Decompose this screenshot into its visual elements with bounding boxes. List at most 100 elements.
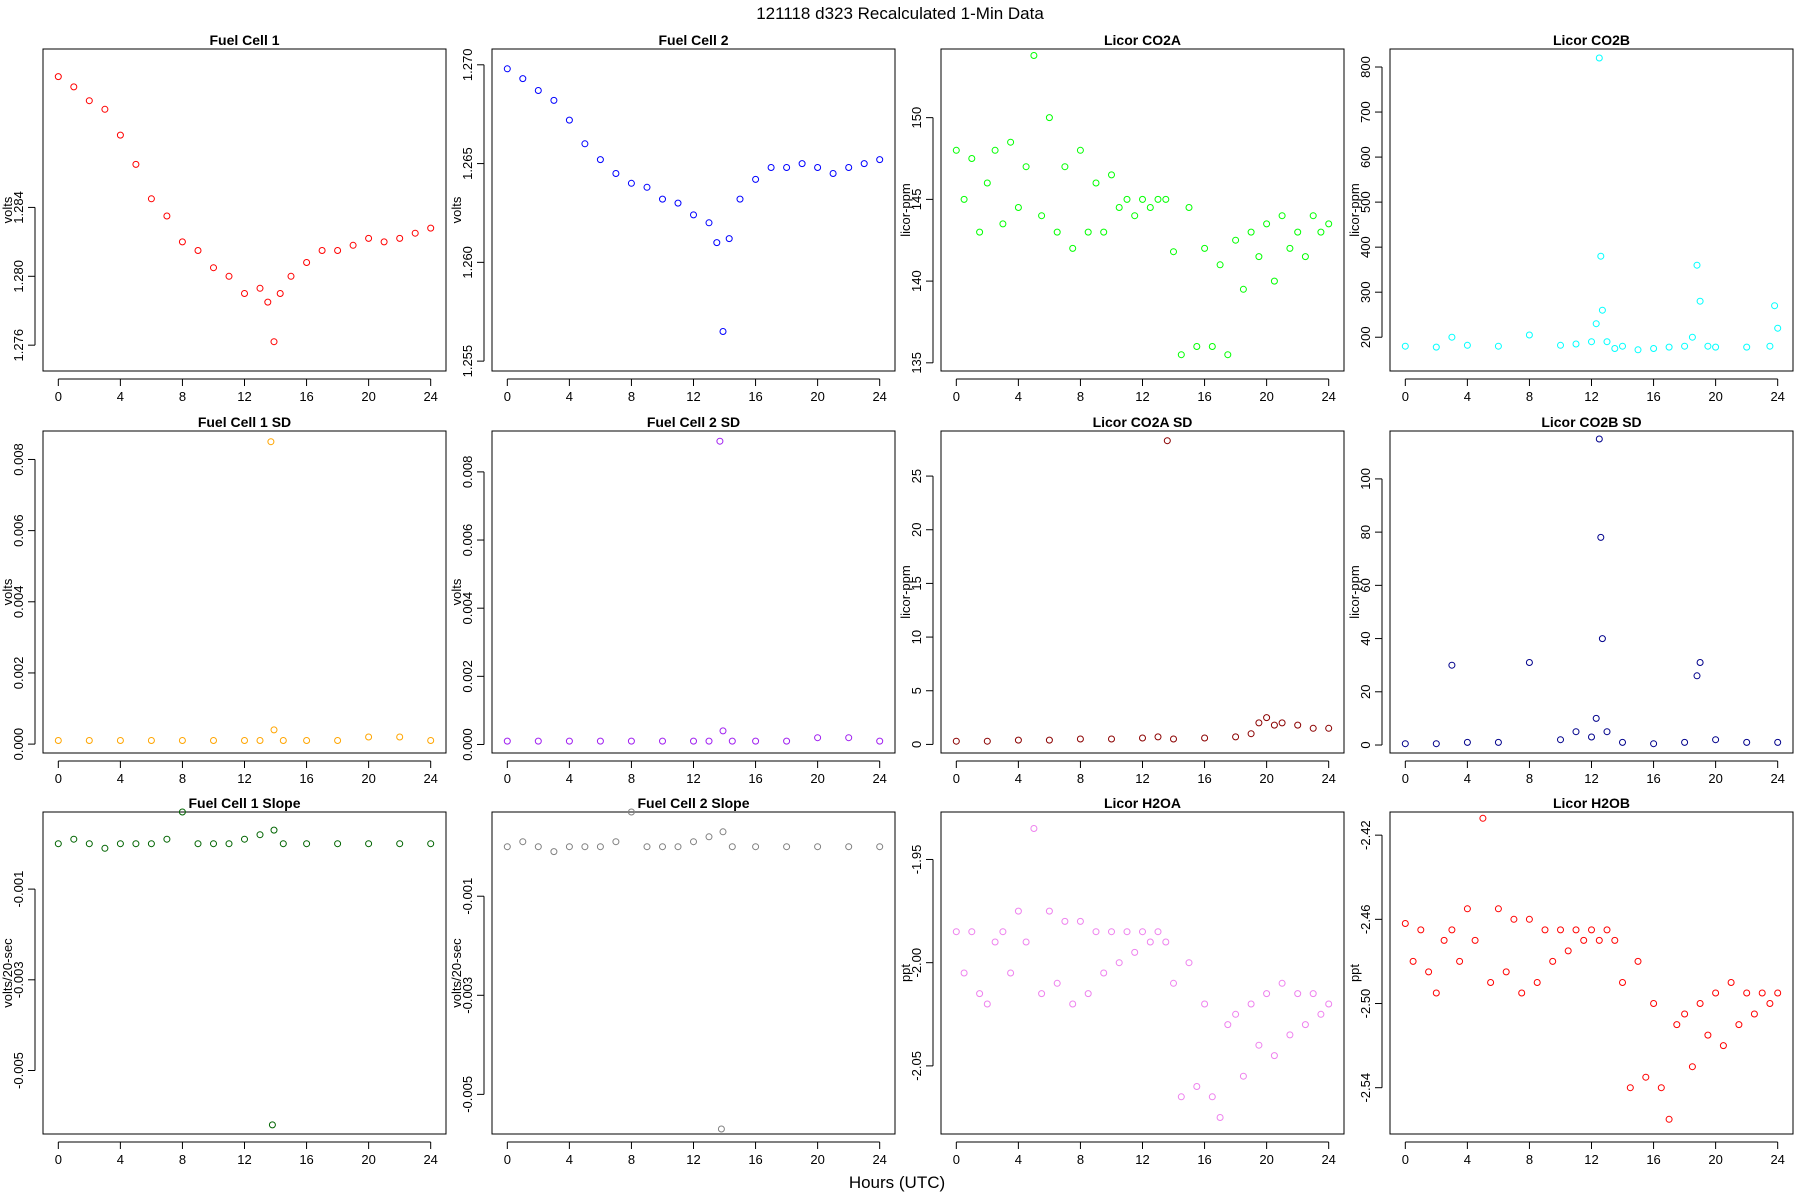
y-tick-label: 0.002: [460, 660, 475, 693]
data-point: [1092, 928, 1100, 936]
x-tick-label: 16: [299, 771, 313, 786]
plot-frame: [940, 430, 1345, 754]
data-point: [116, 737, 124, 744]
data-point: [534, 843, 542, 851]
data-point: [1045, 114, 1053, 122]
y-tick-label: 1.276: [11, 329, 26, 362]
data-point: [716, 437, 724, 445]
data-point: [503, 65, 511, 73]
data-point: [1309, 724, 1317, 732]
x-tick-label: 12: [1135, 1152, 1149, 1167]
data-point: [1588, 733, 1595, 741]
y-tick-label: 200: [1358, 326, 1373, 348]
data-point: [268, 1121, 276, 1129]
data-point: [147, 840, 155, 848]
data-point: [1696, 659, 1704, 666]
data-point: [717, 1125, 725, 1133]
data-point: [1557, 926, 1564, 934]
x-tick-label: 20: [1259, 389, 1273, 404]
data-point: [596, 843, 604, 851]
data-point: [719, 328, 727, 335]
y-tick-label: -0.001: [11, 871, 26, 908]
data-point: [719, 828, 727, 836]
x-tick-label: 16: [1197, 1152, 1211, 1167]
data-point: [1294, 990, 1302, 998]
y-tick-label: 0: [1358, 741, 1373, 748]
x-tick-label: 0: [55, 1152, 62, 1167]
data-point: [1014, 736, 1022, 744]
data-point: [132, 160, 140, 168]
y-tick-label: 140: [909, 270, 924, 292]
data-point: [1603, 338, 1611, 346]
data-point: [736, 195, 744, 203]
y-tick-label: 0.008: [460, 456, 475, 489]
data-point: [147, 195, 155, 203]
data-point: [960, 969, 968, 977]
data-point: [1611, 936, 1619, 944]
data-point: [1626, 1084, 1634, 1092]
x-tick-label: 16: [1646, 389, 1660, 404]
data-point: [565, 843, 573, 851]
data-point: [503, 737, 511, 745]
y-axis-label: volts/20-sec: [449, 938, 464, 1008]
y-axis-label: licor-ppm: [898, 565, 913, 618]
x-tick-label: 8: [628, 389, 635, 404]
data-point: [1456, 957, 1464, 965]
data-point: [503, 843, 511, 851]
y-tick-label: -2.54: [1358, 1073, 1373, 1103]
data-point: [1432, 740, 1440, 748]
y-tick-label: 0.004: [11, 586, 26, 619]
plot-frame: [491, 430, 896, 754]
x-tick-label: 0: [1402, 1152, 1409, 1167]
data-point: [1232, 1010, 1240, 1018]
panel-licor-co2b-sd: Licor CO2B SD 0 4 8 12 16 20 24 0 20 40 60 80 100 lico…: [1347, 414, 1794, 786]
panel-title: Licor CO2A: [1104, 32, 1181, 48]
data-point: [814, 843, 822, 851]
data-point: [1247, 1000, 1255, 1008]
data-point: [1045, 736, 1053, 744]
data-point: [1162, 938, 1170, 946]
x-tick-label: 20: [810, 1152, 824, 1167]
data-point: [1525, 331, 1533, 339]
data-point: [303, 259, 311, 266]
data-point: [1177, 351, 1185, 359]
data-point: [1100, 969, 1108, 977]
x-tick-label: 0: [953, 1152, 960, 1167]
data-point: [690, 211, 697, 219]
data-point: [612, 838, 620, 846]
data-point: [256, 284, 264, 292]
data-point: [132, 840, 140, 848]
x-tick-label: 24: [872, 1152, 886, 1167]
x-tick-label: 4: [1015, 389, 1022, 404]
data-point: [705, 219, 713, 227]
data-point: [1634, 346, 1642, 354]
data-point: [1657, 1084, 1665, 1092]
x-tick-label: 24: [1321, 771, 1335, 786]
y-tick-label: 40: [1358, 631, 1373, 645]
y-tick-label: 15: [909, 576, 924, 590]
data-point: [1665, 1115, 1673, 1123]
data-point: [1588, 338, 1595, 346]
y-tick-label: -2.05: [909, 1051, 924, 1081]
y-tick-label: 145: [909, 189, 924, 211]
y-tick-label: 100: [1358, 468, 1373, 490]
data-point: [1263, 220, 1271, 228]
data-point: [1084, 990, 1092, 998]
y-axis-label: volts: [449, 578, 464, 605]
data-point: [1588, 926, 1595, 934]
data-point: [70, 835, 78, 843]
y-tick-label: 1.270: [460, 49, 475, 82]
x-tick-label: 16: [748, 1152, 762, 1167]
data-point: [983, 179, 991, 187]
data-point: [1471, 936, 1479, 944]
x-tick-label: 4: [566, 771, 573, 786]
data-point: [1401, 920, 1409, 927]
data-point: [1696, 1000, 1704, 1007]
data-point: [612, 170, 620, 177]
data-point: [976, 990, 984, 998]
x-tick-label: 16: [1646, 1152, 1660, 1167]
y-tick-label: 0.006: [11, 514, 26, 547]
data-point: [1317, 228, 1325, 236]
data-point: [1510, 915, 1518, 923]
data-point: [983, 737, 991, 745]
